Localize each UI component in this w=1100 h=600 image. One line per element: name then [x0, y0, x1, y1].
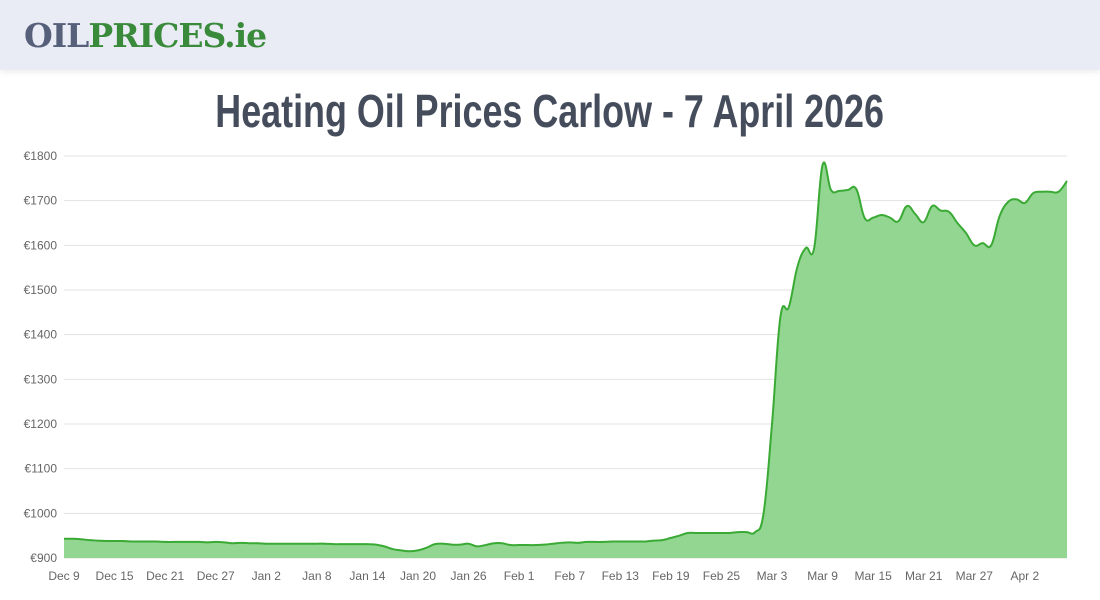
y-tick-label: €1300	[24, 372, 58, 386]
x-tick-label: Dec 15	[96, 569, 134, 583]
y-tick-label: €1800	[24, 149, 58, 163]
x-tick-label: Mar 15	[854, 569, 892, 583]
x-tick-label: Apr 2	[1011, 569, 1040, 583]
x-tick-label: Mar 27	[956, 569, 994, 583]
x-tick-label: Jan 14	[349, 569, 385, 583]
y-tick-label: €1200	[24, 417, 58, 431]
y-tick-label: €1600	[24, 238, 58, 252]
y-tick-label: €1000	[24, 506, 58, 520]
site-header: OILPRICES.ie	[0, 0, 1100, 70]
x-tick-label: Feb 7	[554, 569, 585, 583]
x-tick-label: Feb 19	[652, 569, 690, 583]
logo-prices: PRICES.ie	[88, 16, 267, 55]
y-tick-label: €1400	[24, 328, 58, 342]
y-tick-label: €1100	[25, 462, 58, 476]
logo-oil: OIL	[24, 16, 89, 55]
x-tick-label: Dec 27	[197, 569, 235, 583]
y-tick-label: €1500	[24, 283, 58, 297]
y-tick-label: €900	[30, 551, 57, 565]
x-tick-label: Jan 2	[252, 569, 282, 583]
x-tick-label: Dec 21	[146, 569, 184, 583]
x-tick-label: Feb 13	[602, 569, 640, 583]
y-tick-label: €1700	[24, 194, 58, 208]
page-title: Heating Oil Prices Carlow - 7 April 2026	[0, 84, 1100, 138]
x-tick-label: Mar 9	[807, 569, 838, 583]
site-logo[interactable]: OILPRICES.ie	[24, 16, 267, 55]
x-tick-label: Mar 21	[905, 569, 943, 583]
page-title-text: Heating Oil Prices Carlow - 7 April 2026	[215, 85, 885, 137]
x-tick-label: Feb 25	[703, 569, 741, 583]
x-tick-label: Jan 8	[302, 569, 332, 583]
x-tick-label: Feb 1	[504, 569, 535, 583]
x-tick-label: Mar 3	[757, 569, 788, 583]
price-area-fill	[64, 162, 1067, 558]
x-tick-label: Dec 9	[48, 569, 80, 583]
x-tick-label: Jan 26	[451, 569, 487, 583]
x-tick-label: Jan 20	[400, 569, 436, 583]
